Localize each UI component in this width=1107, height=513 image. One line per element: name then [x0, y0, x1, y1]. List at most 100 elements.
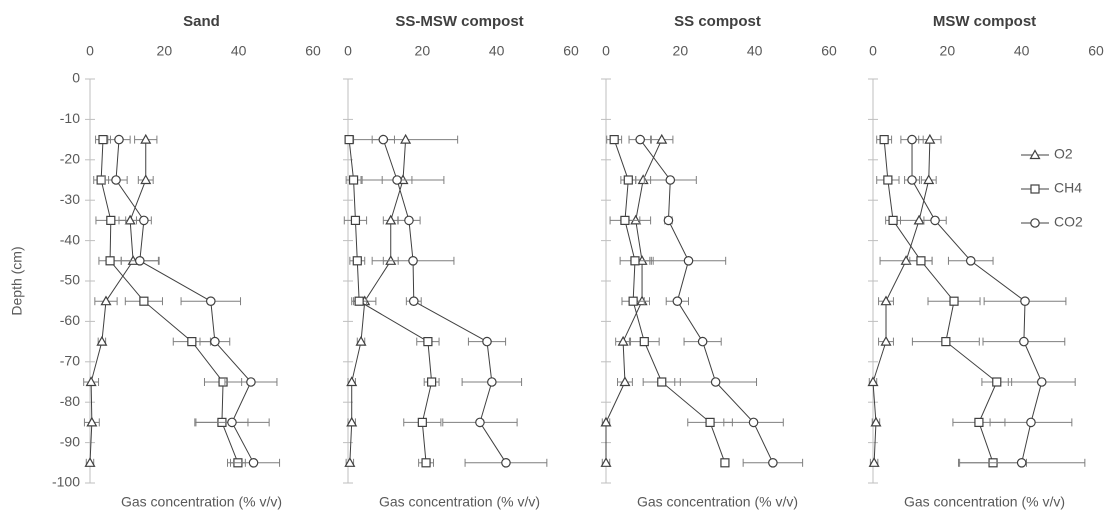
marker-square: [98, 135, 108, 145]
marker-triangle: [385, 214, 397, 225]
marker-square: [623, 175, 633, 185]
marker-square: [941, 337, 951, 347]
marker-circle: [930, 215, 940, 226]
marker-circle: [501, 457, 511, 468]
marker-triangle: [619, 376, 631, 387]
marker-triangle: [355, 335, 367, 346]
marker-triangle: [600, 416, 612, 427]
marker-square: [348, 175, 359, 185]
marker-circle: [205, 296, 216, 306]
marker-circle: [672, 296, 683, 306]
x-tick-label: 0: [602, 43, 610, 59]
marker-circle: [907, 134, 917, 145]
x-axis-label: Gas concentration (% v/v): [379, 494, 540, 510]
marker-square: [630, 256, 640, 266]
series-line: [382, 139, 507, 464]
marker-triangle: [346, 376, 358, 387]
marker-circle: [111, 175, 121, 185]
marker-triangle: [870, 416, 882, 427]
marker-square: [628, 296, 638, 306]
marker-circle: [1026, 417, 1036, 428]
panel-title: Sand: [183, 13, 220, 30]
marker-square: [705, 417, 715, 427]
marker-triangle: [913, 214, 925, 225]
x-tick-label: 20: [157, 43, 173, 59]
marker-square: [916, 256, 926, 266]
marker-square: [720, 458, 730, 468]
marker-circle: [246, 377, 256, 387]
legend-label: CH4: [1054, 180, 1082, 196]
marker-circle: [748, 417, 759, 428]
series-line: [639, 139, 774, 464]
marker-square: [992, 377, 1002, 387]
x-axis-label: Gas concentration (% v/v): [637, 494, 798, 510]
marker-circle: [392, 175, 402, 185]
marker-square: [105, 256, 115, 266]
marker-square: [609, 135, 619, 145]
marker-square: [883, 175, 893, 185]
marker-circle: [697, 336, 708, 347]
marker-circle: [487, 377, 497, 387]
marker-triangle: [880, 295, 892, 306]
marker-square: [187, 337, 197, 347]
marker-circle: [475, 417, 485, 428]
marker-square: [639, 337, 649, 347]
marker-circle: [408, 255, 418, 266]
x-axis-label: Gas concentration (% v/v): [904, 494, 1065, 510]
panel-title: SS compost: [674, 13, 761, 30]
marker-square: [423, 337, 433, 347]
marker-triangle: [867, 376, 879, 387]
marker-triangle: [85, 376, 97, 387]
marker-circle: [210, 336, 220, 347]
marker-square: [350, 215, 361, 225]
marker-triangle: [1029, 149, 1041, 160]
marker-triangle: [656, 133, 668, 144]
legend-label: CO2: [1054, 214, 1083, 230]
marker-square: [974, 417, 984, 427]
marker-triangle: [86, 416, 98, 427]
marker-triangle: [868, 457, 880, 467]
marker-square: [344, 135, 354, 145]
legend-label: O2: [1054, 146, 1073, 162]
marker-square: [620, 215, 630, 225]
marker-square: [949, 296, 959, 306]
marker-square: [421, 458, 431, 468]
panel-title: SS-MSW compost: [395, 13, 523, 30]
y-tick-label: -50: [60, 272, 80, 288]
marker-circle: [248, 457, 259, 468]
marker-square: [96, 175, 106, 185]
x-tick-label: 60: [821, 43, 837, 59]
marker-circle: [139, 215, 149, 226]
marker-circle: [907, 175, 917, 185]
x-tick-label: 40: [1014, 43, 1030, 59]
marker-triangle: [600, 457, 612, 467]
marker-square: [352, 256, 362, 266]
marker-triangle: [900, 255, 912, 265]
marker-circle: [482, 336, 492, 347]
marker-circle: [635, 134, 645, 145]
x-tick-label: 60: [1088, 43, 1104, 59]
marker-square: [1030, 184, 1040, 194]
marker-circle: [768, 457, 778, 468]
marker-circle: [965, 255, 976, 266]
marker-triangle: [84, 457, 96, 467]
marker-circle: [1036, 377, 1047, 387]
marker-circle: [1030, 218, 1040, 228]
marker-triangle: [100, 295, 112, 306]
marker-triangle: [400, 133, 412, 144]
marker-triangle: [923, 174, 935, 185]
x-tick-label: 40: [231, 43, 247, 59]
y-tick-label: -20: [60, 151, 80, 167]
marker-circle: [135, 255, 145, 266]
marker-triangle: [344, 457, 356, 467]
x-tick-label: 20: [415, 43, 431, 59]
marker-square: [657, 377, 667, 387]
marker-triangle: [96, 335, 108, 346]
marker-square: [427, 377, 437, 387]
y-tick-label: -40: [60, 231, 80, 247]
y-tick-label: -80: [60, 393, 80, 409]
marker-square: [139, 296, 149, 306]
y-tick-label: -100: [52, 474, 80, 490]
marker-circle: [1019, 336, 1029, 347]
